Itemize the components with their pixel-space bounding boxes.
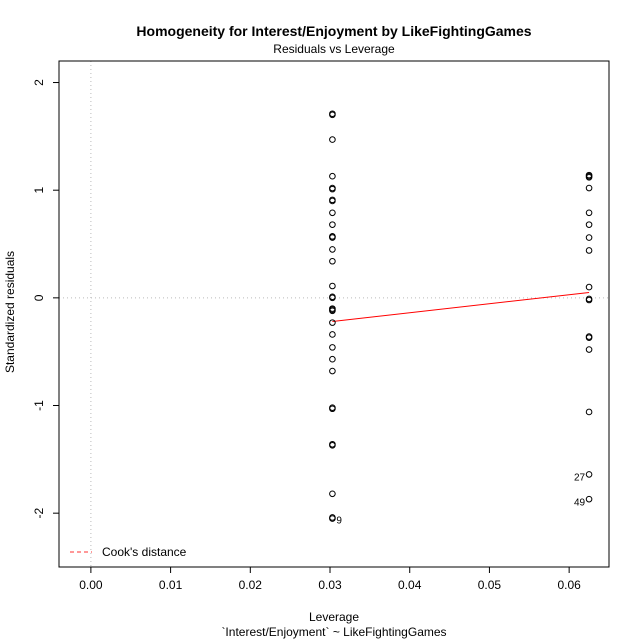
data-point	[585, 221, 593, 228]
data-point	[329, 282, 336, 290]
data-points	[329, 110, 593, 522]
data-point	[329, 209, 336, 217]
data-point	[585, 408, 593, 416]
x-axis-label: Leverage	[309, 610, 359, 624]
smooth-line-group	[332, 291, 590, 323]
reference-lines	[59, 61, 609, 567]
data-point	[329, 172, 336, 180]
data-point	[329, 305, 336, 312]
y-tick-label: -2	[32, 508, 46, 519]
y-tick-label: -1	[32, 400, 46, 411]
x-axis-formula: `Interest/Enjoyment` ~ LikeFightingGames	[221, 625, 446, 639]
data-point	[329, 307, 336, 315]
data-point	[329, 136, 336, 143]
data-point	[329, 233, 336, 240]
data-point	[585, 184, 593, 192]
data-point	[329, 405, 336, 413]
data-point	[329, 221, 336, 228]
point-label: 9	[336, 516, 342, 527]
x-tick-label: 0.04	[398, 578, 422, 592]
data-point	[585, 247, 593, 254]
x-tick-label: 0.05	[478, 578, 502, 592]
x-tick-label: 0.01	[159, 578, 183, 592]
y-axis: -2 -1 0 1 2	[32, 79, 60, 519]
data-point	[329, 490, 336, 498]
data-point	[329, 293, 336, 301]
point-label: 49	[574, 497, 586, 508]
data-point	[329, 367, 336, 375]
data-point	[329, 197, 336, 205]
y-tick-label: 0	[32, 294, 46, 301]
point-labels: 9 27 49	[336, 473, 585, 527]
data-point	[329, 246, 336, 253]
data-point	[585, 234, 593, 241]
data-point	[585, 283, 593, 291]
x-tick-label: 0.06	[557, 578, 581, 592]
chart-subtitle: Residuals vs Leverage	[273, 42, 395, 56]
x-tick-label: 0.03	[318, 578, 342, 592]
data-point	[329, 331, 336, 338]
data-point	[585, 495, 593, 503]
x-axis: 0.00 0.01 0.02 0.03 0.04 0.05 0.06	[79, 566, 581, 592]
smooth-line	[332, 291, 590, 323]
data-point	[585, 346, 593, 353]
data-point	[329, 442, 336, 449]
data-point	[585, 209, 593, 217]
data-point	[329, 319, 336, 326]
data-point	[585, 173, 593, 181]
legend-label: Cook's distance	[102, 545, 187, 559]
data-point	[585, 296, 593, 304]
data-point	[329, 111, 336, 119]
data-point	[585, 334, 593, 341]
y-tick-label: 2	[32, 79, 46, 86]
x-tick-label: 0.00	[79, 578, 103, 592]
point-label: 27	[574, 473, 586, 484]
data-point	[329, 185, 336, 193]
data-point	[585, 471, 593, 478]
data-point	[329, 257, 336, 265]
data-point	[329, 355, 336, 363]
y-axis-label: Standardized residuals	[3, 251, 17, 373]
y-tick-label: 1	[32, 187, 46, 194]
x-tick-label: 0.02	[239, 578, 263, 592]
data-point	[329, 344, 336, 351]
legend: Cook's distance	[70, 545, 187, 559]
chart-title: Homogeneity for Interest/Enjoyment by Li…	[136, 23, 531, 39]
data-point	[329, 515, 336, 522]
